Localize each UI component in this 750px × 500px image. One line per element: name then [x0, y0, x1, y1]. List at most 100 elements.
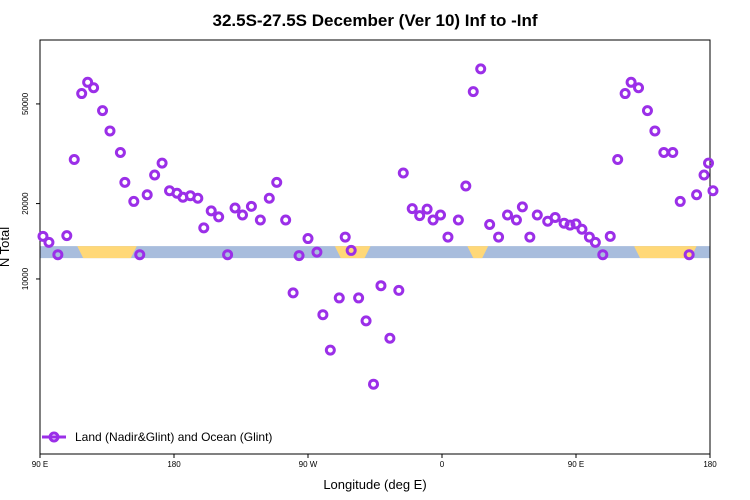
- plot-frame: [39, 39, 711, 455]
- data-point: [691, 189, 703, 201]
- data-point: [104, 125, 116, 137]
- data-point: [484, 219, 496, 231]
- data-point: [576, 223, 588, 235]
- land-band-segment: [467, 246, 489, 259]
- data-point: [302, 233, 314, 245]
- data-point: [280, 214, 292, 226]
- legend: Land (Nadir&Glint) and Ocean (Glint): [42, 430, 272, 444]
- legend-marker: [48, 431, 60, 443]
- data-point: [339, 231, 351, 243]
- data-point: [604, 230, 616, 242]
- data-point: [633, 82, 645, 94]
- legend-label: Land (Nadir&Glint) and Ocean (Glint): [75, 430, 272, 444]
- data-point: [345, 244, 357, 256]
- data-point: [333, 292, 345, 304]
- data-point: [612, 153, 624, 165]
- data-point: [475, 63, 487, 75]
- data-point: [649, 125, 661, 137]
- data-point: [149, 169, 161, 181]
- data-point: [683, 249, 695, 261]
- data-point: [61, 230, 73, 242]
- ocean-band: [40, 246, 710, 259]
- data-point: [698, 169, 710, 181]
- data-point: [37, 230, 49, 242]
- data-point: [667, 146, 679, 158]
- y-tick-label: 20000: [21, 192, 30, 215]
- data-point: [524, 231, 536, 243]
- land-band-segment: [634, 246, 697, 259]
- data-point: [360, 315, 372, 327]
- x-tick-label: 90 E: [32, 460, 48, 469]
- data-point: [442, 231, 454, 243]
- data-point: [570, 218, 582, 230]
- land-band-segment: [77, 246, 137, 259]
- data-point: [427, 214, 439, 226]
- data-point: [583, 231, 595, 243]
- data-point: [222, 249, 234, 261]
- data-point: [502, 209, 514, 221]
- data-point: [88, 82, 100, 94]
- data-point: [324, 344, 336, 356]
- data-point: [393, 284, 405, 296]
- data-point: [703, 157, 715, 169]
- data-point: [119, 176, 131, 188]
- x-axis-label: Longitude (deg E): [323, 477, 426, 492]
- data-point: [128, 195, 140, 207]
- data-point: [68, 153, 80, 165]
- y-tick-label: 50000: [21, 92, 30, 115]
- data-point: [375, 280, 387, 292]
- y-axis: 10000 20000 50000: [21, 92, 40, 290]
- x-tick-label: 90 E: [568, 460, 584, 469]
- land-ocean-band: [40, 246, 710, 259]
- data-point: [229, 202, 241, 214]
- data-point: [287, 287, 299, 299]
- y-axis-label: N Total: [0, 227, 12, 267]
- data-point: [467, 86, 479, 98]
- data-point: [76, 88, 88, 100]
- x-tick-label: 180: [703, 460, 717, 469]
- data-point: [510, 214, 522, 226]
- data-point: [245, 200, 257, 212]
- data-point: [311, 246, 323, 258]
- data-point: [460, 180, 472, 192]
- data-point: [625, 76, 637, 88]
- x-axis: 90 E 180 90 W 0 90 E 180: [32, 454, 717, 469]
- data-point: [97, 105, 109, 117]
- data-point: [493, 231, 505, 243]
- y-tick-label: 10000: [21, 267, 30, 290]
- x-tick-label: 180: [167, 460, 181, 469]
- data-point: [263, 192, 275, 204]
- data-point: [414, 210, 426, 222]
- data-point: [549, 211, 561, 223]
- data-point: [236, 209, 248, 221]
- land-band-segment: [334, 246, 371, 259]
- data-point: [619, 88, 631, 100]
- data-point: [134, 249, 146, 261]
- data-point: [564, 219, 576, 231]
- data-point: [254, 214, 266, 226]
- data-point: [452, 214, 464, 226]
- x-tick-label: 90 W: [299, 460, 318, 469]
- data-point: [213, 211, 225, 223]
- data-point: [293, 250, 305, 262]
- data-point: [674, 195, 686, 207]
- data-point: [641, 105, 653, 117]
- data-point: [317, 309, 329, 321]
- data-point: [114, 146, 126, 158]
- data-point: [353, 292, 365, 304]
- data-point: [198, 222, 210, 234]
- series-points: [37, 63, 719, 390]
- data-point: [658, 146, 670, 158]
- x-tick-label: 0: [440, 460, 445, 469]
- data-point: [589, 236, 601, 248]
- chart-title: 32.5S-27.5S December (Ver 10) Inf to -In…: [212, 11, 537, 30]
- data-point: [156, 157, 168, 169]
- data-point: [421, 203, 433, 215]
- data-point: [516, 201, 528, 213]
- data-point: [707, 185, 719, 197]
- data-point: [141, 189, 153, 201]
- data-point: [397, 167, 409, 179]
- data-point: [52, 249, 64, 261]
- data-point: [205, 205, 217, 217]
